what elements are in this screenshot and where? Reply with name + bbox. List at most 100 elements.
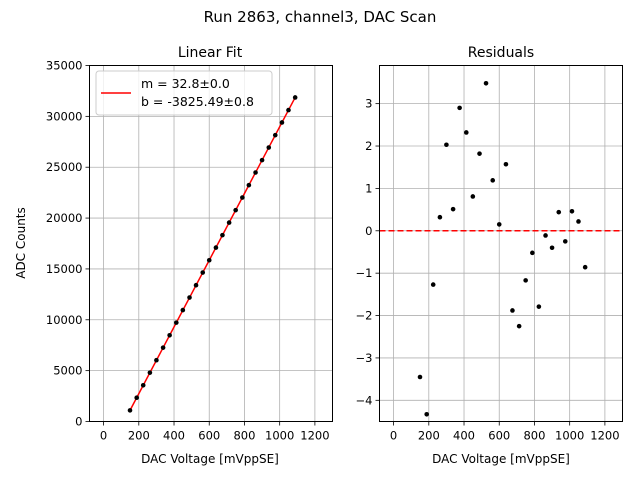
residuals-data-point	[503, 161, 509, 167]
residuals-data-point	[477, 151, 482, 156]
linear-fit-data-point	[286, 107, 291, 113]
residuals-y-tick-label: −3	[356, 351, 373, 365]
linear-fit-data-point	[167, 332, 172, 338]
residuals-data-point	[483, 81, 489, 86]
linear-fit-x-tick-label: 1000	[265, 429, 294, 443]
linear-fit-x-tick-label: 0	[100, 429, 107, 443]
residuals-data-point	[569, 208, 575, 214]
residuals-x-axis-label: DAC Voltage [mVppSE]	[432, 452, 570, 466]
residuals-data-point	[417, 374, 423, 380]
residuals-ticks: 0 200 400 600 800 1000 1200 −4 −3 −2 −1 0 1 2 3	[356, 97, 620, 443]
linear-fit-x-tick-label: 1200	[300, 429, 329, 443]
linear-fit-y-axis-label: ADC Counts	[14, 207, 28, 279]
legend-intercept-text: b = -3825.49±0.8	[141, 94, 254, 109]
residuals-x-tick-label: 200	[418, 429, 440, 443]
linear-fit-data-point	[140, 383, 146, 388]
linear-fit-ticks: 0 200 400 600 800 1000 1200 0 5000 10000 15000 2000…	[46, 59, 330, 443]
linear-fit-data-point	[200, 270, 206, 275]
residuals-x-tick-label: 800	[523, 429, 545, 443]
residuals-data-point	[437, 214, 443, 220]
linear-fit-y-tick-label: 35000	[46, 59, 83, 73]
linear-fit-x-tick-label: 600	[198, 429, 220, 443]
residuals-data-point	[510, 308, 515, 313]
residuals-axes-frame	[379, 65, 623, 422]
residuals-data-point	[464, 130, 469, 135]
linear-fit-data-point	[134, 395, 139, 400]
linear-fit-data-point	[213, 245, 219, 250]
linear-fit-x-axis-label: DAC Voltage [mVppSE]	[141, 452, 279, 466]
linear-fit-data-point	[206, 257, 212, 263]
residuals-x-tick-label: 400	[453, 429, 475, 443]
residuals-y-tick-label: 2	[365, 139, 372, 153]
residuals-data-point	[576, 219, 581, 224]
linear-fit-plot-area	[127, 95, 298, 413]
linear-fit-y-tick-label: 15000	[46, 262, 83, 276]
linear-fit-data-point	[266, 145, 272, 150]
linear-fit-data-point	[259, 157, 265, 163]
residuals-data-point	[530, 250, 535, 256]
residuals-y-tick-label: 1	[365, 181, 372, 195]
linear-fit-data-point	[160, 345, 166, 350]
linear-fit-data-point	[180, 307, 186, 313]
residuals-data-point	[543, 233, 548, 238]
linear-fit-data-point	[127, 408, 133, 413]
linear-fit-axes-frame	[89, 65, 333, 422]
residuals-x-tick-label: 600	[488, 429, 510, 443]
linear-fit-data-point	[187, 295, 192, 300]
residuals-panel: Residuals DAC Voltage [mVppSE] 0 200 400 60…	[356, 45, 623, 466]
linear-fit-x-tick-label: 800	[233, 429, 255, 443]
linear-fit-data-point	[220, 232, 225, 238]
residuals-y-tick-label: −2	[356, 309, 373, 323]
linear-fit-title: Linear Fit	[178, 45, 243, 61]
residuals-data-point	[496, 222, 502, 227]
figure-suptitle: Run 2863, channel3, DAC Scan	[204, 8, 437, 26]
linear-fit-data-point	[147, 370, 153, 375]
linear-fit-data-point	[272, 132, 278, 138]
residuals-y-tick-label: −4	[356, 393, 373, 407]
residuals-data-point	[424, 411, 429, 417]
linear-fit-data-point	[174, 320, 179, 325]
linear-fit-fit-line	[129, 97, 296, 411]
linear-fit-data-point	[233, 207, 238, 213]
linear-fit-data-point	[246, 182, 252, 188]
residuals-data-point	[582, 264, 588, 270]
linear-fit-data-point	[253, 170, 258, 175]
residuals-data-point	[556, 209, 562, 215]
residuals-plot-area	[379, 81, 623, 417]
legend-slope-text: m = 32.8±0.0	[141, 76, 230, 91]
residuals-x-tick-label: 1000	[555, 429, 584, 443]
residuals-data-point	[523, 278, 528, 283]
linear-fit-data-point	[279, 120, 285, 125]
residuals-data-point	[562, 239, 568, 244]
linear-fit-data-point	[154, 357, 159, 363]
linear-fit-grid	[89, 65, 333, 422]
residuals-x-tick-label: 0	[390, 429, 397, 443]
linear-fit-data-point	[193, 282, 199, 288]
linear-fit-data-point	[292, 95, 298, 100]
residuals-data-point	[536, 304, 542, 309]
linear-fit-data-point	[226, 220, 232, 225]
linear-fit-y-tick-label: 30000	[46, 109, 83, 123]
residuals-y-tick-label: 0	[365, 224, 372, 238]
residuals-y-tick-label: 3	[365, 97, 372, 111]
residuals-data-point	[490, 178, 496, 183]
residuals-grid	[379, 65, 623, 422]
residuals-data-point	[457, 105, 462, 111]
linear-fit-legend: m = 32.8±0.0 b = -3825.49±0.8	[95, 70, 273, 116]
residuals-data-point	[444, 142, 449, 148]
linear-fit-y-tick-label: 10000	[46, 313, 83, 327]
linear-fit-x-tick-label: 400	[163, 429, 185, 443]
linear-fit-y-tick-label: 25000	[46, 160, 83, 174]
legend-box	[95, 70, 273, 116]
linear-fit-panel: Linear Fit DAC Voltage [mVppSE] ADC Coun…	[14, 45, 333, 466]
residuals-y-tick-label: −1	[356, 266, 373, 280]
residuals-data-point	[470, 194, 476, 199]
residuals-data-point	[516, 323, 522, 329]
residuals-title: Residuals	[468, 45, 534, 61]
residuals-data-point	[430, 282, 436, 287]
linear-fit-y-tick-label: 20000	[46, 211, 83, 225]
residuals-data-point	[450, 206, 456, 212]
residuals-data-point	[549, 245, 555, 251]
linear-fit-y-tick-label: 5000	[53, 364, 82, 378]
